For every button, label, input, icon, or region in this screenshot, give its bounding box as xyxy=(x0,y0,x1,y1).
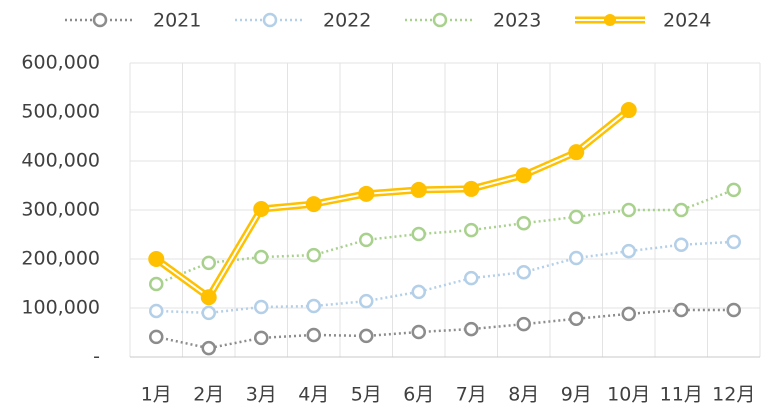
x-tick-label: 2月 xyxy=(193,384,224,406)
marker xyxy=(432,12,448,28)
y-tick-label: - xyxy=(93,346,100,368)
y-tick-label: 300,000 xyxy=(21,199,100,221)
x-tick-label: 3月 xyxy=(246,384,277,406)
marker xyxy=(516,264,531,280)
x-tick-label: 5月 xyxy=(351,384,382,406)
marker xyxy=(92,12,108,28)
x-tick-label: 9月 xyxy=(561,384,592,406)
series-line xyxy=(156,240,734,315)
legend-label: 2024 xyxy=(663,10,711,32)
marker xyxy=(254,330,269,346)
marker xyxy=(515,167,532,184)
legend-label: 2022 xyxy=(323,10,371,32)
x-tick-label: 7月 xyxy=(456,384,487,406)
marker xyxy=(464,270,479,286)
marker xyxy=(674,237,689,253)
marker xyxy=(306,247,321,263)
marker xyxy=(411,284,426,300)
marker xyxy=(148,251,165,267)
marker xyxy=(674,302,689,318)
y-tick-label: 200,000 xyxy=(21,248,100,270)
marker xyxy=(411,324,426,340)
marker xyxy=(464,222,479,238)
series-line-inner xyxy=(155,109,630,299)
marker xyxy=(149,276,164,292)
marker xyxy=(411,226,426,242)
marker xyxy=(726,302,741,318)
y-tick-label: 600,000 xyxy=(21,52,100,74)
marker xyxy=(569,311,584,327)
marker xyxy=(254,249,269,265)
x-tick-label: 1月 xyxy=(141,384,172,406)
y-tick-label: 100,000 xyxy=(21,297,100,319)
marker xyxy=(569,250,584,266)
marker xyxy=(463,180,480,197)
marker xyxy=(516,316,531,332)
marker xyxy=(621,306,636,322)
marker xyxy=(726,182,741,198)
marker xyxy=(254,299,269,315)
marker xyxy=(516,215,531,231)
x-tick-label: 6月 xyxy=(403,384,434,406)
marker xyxy=(262,12,278,28)
marker xyxy=(201,340,216,356)
marker xyxy=(410,181,427,198)
marker xyxy=(306,327,321,343)
marker xyxy=(306,298,321,314)
legend-label: 2021 xyxy=(153,10,201,32)
marker xyxy=(569,209,584,225)
series-line xyxy=(155,308,734,350)
marker xyxy=(620,102,637,119)
marker xyxy=(604,14,616,26)
marker xyxy=(200,289,217,306)
x-tick-label: 4月 xyxy=(298,384,329,406)
marker xyxy=(305,196,322,213)
marker xyxy=(201,255,216,271)
marker xyxy=(621,243,636,259)
x-tick-label: 10月 xyxy=(607,384,650,406)
x-tick-label: 8月 xyxy=(508,384,539,406)
marker xyxy=(568,144,585,161)
marker xyxy=(674,202,689,218)
x-tick-label: 12月 xyxy=(712,384,755,406)
marker xyxy=(201,305,216,321)
x-tick-label: 11月 xyxy=(660,384,703,406)
marker xyxy=(359,328,374,344)
marker xyxy=(359,293,374,309)
marker xyxy=(149,329,164,345)
y-tick-label: 400,000 xyxy=(21,150,100,172)
marker xyxy=(464,321,479,337)
marker xyxy=(621,202,636,218)
marker xyxy=(149,303,164,319)
marker xyxy=(253,201,270,218)
legend-label: 2023 xyxy=(493,10,541,32)
marker xyxy=(359,232,374,248)
marker xyxy=(358,185,375,202)
y-tick-label: 500,000 xyxy=(21,101,100,123)
series-line xyxy=(155,188,735,286)
marker xyxy=(726,234,741,250)
